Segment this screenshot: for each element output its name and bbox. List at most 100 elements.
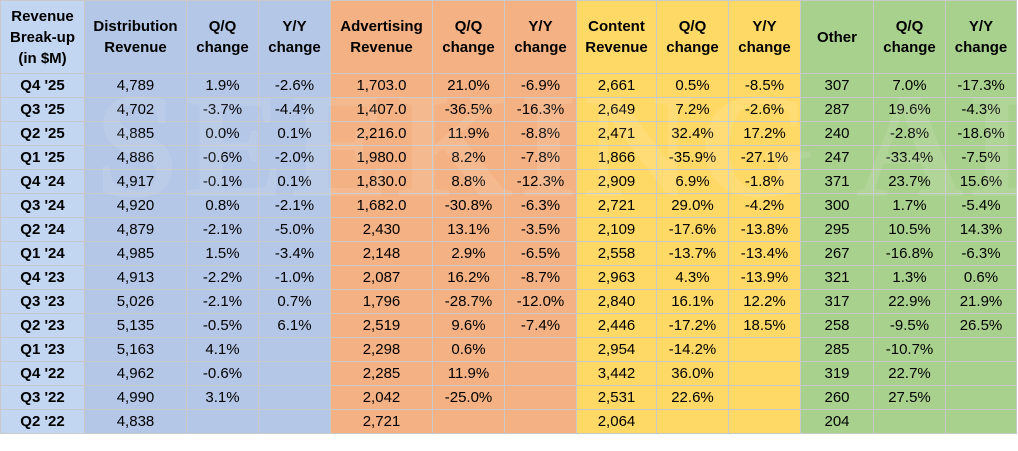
quarter-cell: Q1 '23 xyxy=(0,337,85,362)
distribution-revenue-cell: 4,879 xyxy=(84,217,187,242)
content-qq-cell: 29.0% xyxy=(656,193,729,218)
other-yy-cell: -5.4% xyxy=(945,193,1017,218)
content-qq-cell: -17.6% xyxy=(656,217,729,242)
table-row: Q4 '24 4,917 -0.1% 0.1% 1,830.0 8.8% -12.3% 2,9… xyxy=(0,169,1017,194)
distribution-qq-cell: -0.1% xyxy=(186,169,259,194)
advertising-qq-cell: -30.8% xyxy=(432,193,505,218)
distribution-revenue-cell: 4,985 xyxy=(84,241,187,266)
advertising-revenue-cell: 2,285 xyxy=(330,361,433,386)
other-qq-cell: 7.0% xyxy=(873,73,946,98)
distribution-qq-cell: 1.5% xyxy=(186,241,259,266)
content-yy-cell: 12.2% xyxy=(728,289,801,314)
distribution-qq-cell: 0.0% xyxy=(186,121,259,146)
other-yy-cell: 14.3% xyxy=(945,217,1017,242)
distribution-revenue-cell: 4,702 xyxy=(84,97,187,122)
other-qq-cell: -10.7% xyxy=(873,337,946,362)
other-cell: 204 xyxy=(800,409,874,434)
header-other-qq: Q/Q change xyxy=(873,0,946,74)
distribution-qq-cell: 3.1% xyxy=(186,385,259,410)
quarter-cell: Q2 '24 xyxy=(0,217,85,242)
table-row: Q2 '22 4,838 2,721 2,064 204 xyxy=(0,409,1017,434)
quarter-cell: Q3 '25 xyxy=(0,97,85,122)
header-content-qq: Q/Q change xyxy=(656,0,729,74)
quarter-cell: Q3 '22 xyxy=(0,385,85,410)
other-yy-cell: -17.3% xyxy=(945,73,1017,98)
content-yy-cell xyxy=(728,337,801,362)
advertising-yy-cell: -3.5% xyxy=(504,217,577,242)
advertising-revenue-cell: 2,148 xyxy=(330,241,433,266)
other-qq-cell: 19.6% xyxy=(873,97,946,122)
table-row: Q3 '24 4,920 0.8% -2.1% 1,682.0 -30.8% -6.3% 2,… xyxy=(0,193,1017,218)
advertising-yy-cell: -6.9% xyxy=(504,73,577,98)
distribution-yy-cell: 6.1% xyxy=(258,313,331,338)
other-qq-cell xyxy=(873,409,946,434)
content-qq-cell: -14.2% xyxy=(656,337,729,362)
content-qq-cell: 7.2% xyxy=(656,97,729,122)
advertising-qq-cell: 2.9% xyxy=(432,241,505,266)
distribution-revenue-cell: 4,920 xyxy=(84,193,187,218)
other-yy-cell: -4.3% xyxy=(945,97,1017,122)
quarter-cell: Q4 '22 xyxy=(0,361,85,386)
content-qq-cell: 6.9% xyxy=(656,169,729,194)
quarter-cell: Q1 '24 xyxy=(0,241,85,266)
quarter-cell: Q4 '25 xyxy=(0,73,85,98)
advertising-yy-cell: -8.7% xyxy=(504,265,577,290)
table-row: Q4 '22 4,962 -0.6% 2,285 11.9% 3,442 36.0% 319 2… xyxy=(0,361,1017,386)
header-distribution-qq: Q/Q change xyxy=(186,0,259,74)
advertising-yy-cell: -7.8% xyxy=(504,145,577,170)
advertising-yy-cell: -12.3% xyxy=(504,169,577,194)
content-revenue-cell: 2,109 xyxy=(576,217,657,242)
other-qq-cell: -16.8% xyxy=(873,241,946,266)
distribution-revenue-cell: 5,163 xyxy=(84,337,187,362)
distribution-yy-cell: -3.4% xyxy=(258,241,331,266)
content-revenue-cell: 2,963 xyxy=(576,265,657,290)
other-qq-cell: -33.4% xyxy=(873,145,946,170)
quarter-cell: Q2 '25 xyxy=(0,121,85,146)
content-revenue-cell: 2,909 xyxy=(576,169,657,194)
header-label: Revenue Break-up (in $M) xyxy=(0,0,85,74)
distribution-revenue-cell: 4,789 xyxy=(84,73,187,98)
content-revenue-cell: 2,954 xyxy=(576,337,657,362)
advertising-qq-cell: 21.0% xyxy=(432,73,505,98)
advertising-revenue-cell: 1,980.0 xyxy=(330,145,433,170)
table-row: Q4 '25 4,789 1.9% -2.6% 1,703.0 21.0% -6.9% 2,6… xyxy=(0,73,1017,98)
distribution-yy-cell: -5.0% xyxy=(258,217,331,242)
content-yy-cell: -13.8% xyxy=(728,217,801,242)
advertising-qq-cell: 8.2% xyxy=(432,145,505,170)
distribution-revenue-cell: 5,026 xyxy=(84,289,187,314)
advertising-revenue-cell: 2,042 xyxy=(330,385,433,410)
content-qq-cell: 16.1% xyxy=(656,289,729,314)
advertising-revenue-cell: 2,721 xyxy=(330,409,433,434)
advertising-revenue-cell: 1,796 xyxy=(330,289,433,314)
advertising-qq-cell: 8.8% xyxy=(432,169,505,194)
advertising-qq-cell: 11.9% xyxy=(432,121,505,146)
header-advertising-yy: Y/Y change xyxy=(504,0,577,74)
content-revenue-cell: 2,661 xyxy=(576,73,657,98)
other-cell: 260 xyxy=(800,385,874,410)
advertising-qq-cell: 0.6% xyxy=(432,337,505,362)
content-qq-cell: 36.0% xyxy=(656,361,729,386)
header-distribution-revenue: Distribution Revenue xyxy=(84,0,187,74)
distribution-qq-cell: 4.1% xyxy=(186,337,259,362)
distribution-qq-cell: -2.1% xyxy=(186,289,259,314)
content-revenue-cell: 3,442 xyxy=(576,361,657,386)
distribution-qq-cell: -3.7% xyxy=(186,97,259,122)
advertising-revenue-cell: 2,087 xyxy=(330,265,433,290)
advertising-revenue-cell: 2,298 xyxy=(330,337,433,362)
distribution-revenue-cell: 4,962 xyxy=(84,361,187,386)
content-qq-cell xyxy=(656,409,729,434)
distribution-qq-cell: -0.5% xyxy=(186,313,259,338)
advertising-revenue-cell: 1,830.0 xyxy=(330,169,433,194)
distribution-revenue-cell: 4,917 xyxy=(84,169,187,194)
distribution-qq-cell: -2.1% xyxy=(186,217,259,242)
other-qq-cell: 22.7% xyxy=(873,361,946,386)
table-row: Q1 '23 5,163 4.1% 2,298 0.6% 2,954 -14.2% 285 -1… xyxy=(0,337,1017,362)
distribution-yy-cell: -4.4% xyxy=(258,97,331,122)
header-other: Other xyxy=(800,0,874,74)
other-cell: 267 xyxy=(800,241,874,266)
content-qq-cell: -13.7% xyxy=(656,241,729,266)
advertising-qq-cell: 13.1% xyxy=(432,217,505,242)
content-yy-cell: -13.9% xyxy=(728,265,801,290)
other-cell: 317 xyxy=(800,289,874,314)
distribution-qq-cell: -2.2% xyxy=(186,265,259,290)
